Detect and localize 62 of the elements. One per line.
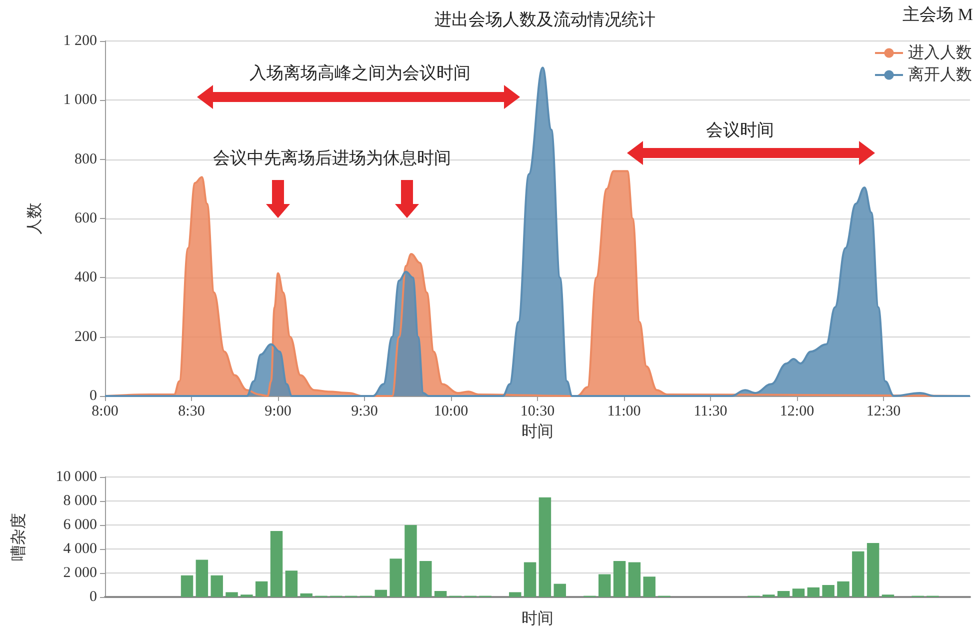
bar (300, 593, 312, 597)
y-tick-label: 6 000 (63, 517, 97, 533)
x-tick-label: 12:30 (866, 404, 901, 420)
bar (643, 576, 656, 597)
bar (628, 562, 641, 597)
annotation: 会议中先离场后进场为休息时间 (213, 148, 451, 168)
y-tick-label: 2 000 (63, 565, 97, 581)
bar (196, 560, 208, 597)
bar (210, 575, 223, 597)
bar (598, 574, 611, 597)
y-tick-label: 8 000 (63, 493, 97, 509)
bar (524, 562, 536, 597)
bar (226, 592, 238, 597)
x-tick-label: 9:30 (351, 404, 378, 420)
bar (285, 570, 298, 597)
bar (613, 561, 626, 597)
bar (777, 591, 790, 597)
legend-label: 离开人数 (908, 66, 972, 84)
bar (255, 581, 268, 597)
x-tick-label: 9:00 (264, 404, 292, 420)
x-tick-label: 10:00 (434, 404, 468, 420)
chart-title: 进出会场人数及流动情况统计 (434, 10, 656, 29)
bar (554, 584, 566, 597)
bar (837, 581, 850, 597)
y-tick-label: 0 (90, 589, 97, 605)
x-axis-title: 时间 (522, 610, 554, 628)
bar (374, 590, 388, 597)
y-axis-title: 人数 (26, 202, 44, 234)
text: 主会场 M (902, 5, 974, 24)
x-tick-label: 8:30 (178, 404, 205, 420)
y-tick-label: 0 (90, 388, 97, 404)
x-tick-label: 10:30 (520, 404, 555, 420)
x-tick-label: 11:00 (607, 404, 641, 420)
y-axis-title: 嘈杂度 (10, 513, 28, 561)
bar (404, 525, 417, 597)
bar (390, 558, 402, 597)
y-tick-label: 600 (74, 210, 97, 226)
x-tick-label: 8:00 (92, 404, 118, 420)
bar (180, 575, 194, 597)
bar (538, 497, 552, 597)
y-tick-label: 200 (74, 328, 97, 345)
y-tick-label: 10 000 (56, 469, 97, 485)
bar (270, 531, 283, 597)
bar (420, 561, 432, 597)
annotation: 会议时间 (706, 120, 774, 140)
bar (822, 585, 834, 597)
bar (852, 551, 864, 597)
x-tick-label: 12:00 (780, 404, 814, 420)
y-tick-label: 800 (74, 151, 97, 168)
annotation: 入场离场高峰之间为会议时间 (250, 64, 470, 82)
bar (434, 591, 447, 597)
y-tick-label: 1 200 (63, 33, 97, 49)
bar (792, 588, 805, 597)
bar (509, 592, 522, 597)
y-tick-label: 4 000 (63, 541, 97, 557)
bar (807, 587, 820, 597)
y-tick-label: 400 (74, 270, 97, 286)
y-tick-label: 1 000 (63, 92, 97, 108)
x-tick-label: 11:30 (694, 404, 728, 420)
x-axis-title: 时间 (522, 422, 554, 440)
bar (866, 543, 880, 597)
legend-label: 进入人数 (908, 44, 972, 62)
